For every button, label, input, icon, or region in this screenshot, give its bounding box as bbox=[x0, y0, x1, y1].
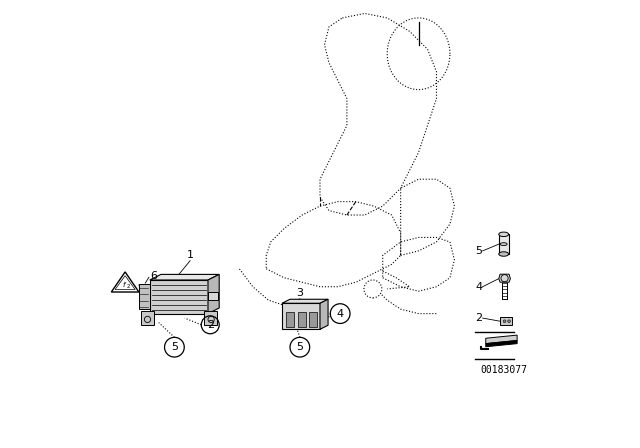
Text: 5: 5 bbox=[296, 342, 303, 352]
Polygon shape bbox=[115, 276, 135, 289]
Text: 4: 4 bbox=[337, 309, 344, 319]
Polygon shape bbox=[298, 312, 306, 327]
Polygon shape bbox=[208, 274, 220, 314]
Text: 4: 4 bbox=[476, 282, 483, 292]
Circle shape bbox=[503, 320, 506, 323]
Polygon shape bbox=[204, 311, 217, 325]
Polygon shape bbox=[486, 335, 517, 344]
Text: 3: 3 bbox=[296, 289, 303, 298]
Text: 5: 5 bbox=[476, 246, 483, 256]
Polygon shape bbox=[282, 299, 328, 303]
Polygon shape bbox=[287, 312, 294, 327]
Text: 00183077: 00183077 bbox=[480, 365, 527, 375]
Text: 1: 1 bbox=[187, 250, 193, 260]
Polygon shape bbox=[486, 340, 517, 347]
Text: 5: 5 bbox=[171, 342, 178, 352]
Polygon shape bbox=[139, 284, 150, 309]
Polygon shape bbox=[499, 274, 511, 282]
Circle shape bbox=[508, 320, 511, 323]
Polygon shape bbox=[320, 299, 328, 329]
Polygon shape bbox=[282, 303, 320, 329]
Polygon shape bbox=[208, 292, 218, 300]
Text: 2: 2 bbox=[207, 320, 214, 330]
Polygon shape bbox=[499, 234, 509, 254]
Polygon shape bbox=[141, 311, 154, 325]
Polygon shape bbox=[150, 274, 220, 280]
Ellipse shape bbox=[499, 252, 509, 256]
Polygon shape bbox=[111, 272, 139, 292]
Text: 2: 2 bbox=[476, 313, 483, 323]
Ellipse shape bbox=[499, 232, 509, 237]
Text: 2: 2 bbox=[127, 284, 130, 289]
Ellipse shape bbox=[500, 243, 507, 246]
Text: 6: 6 bbox=[150, 271, 157, 281]
Text: f: f bbox=[122, 282, 125, 289]
Polygon shape bbox=[500, 317, 512, 325]
Polygon shape bbox=[150, 280, 208, 314]
Polygon shape bbox=[309, 312, 317, 327]
